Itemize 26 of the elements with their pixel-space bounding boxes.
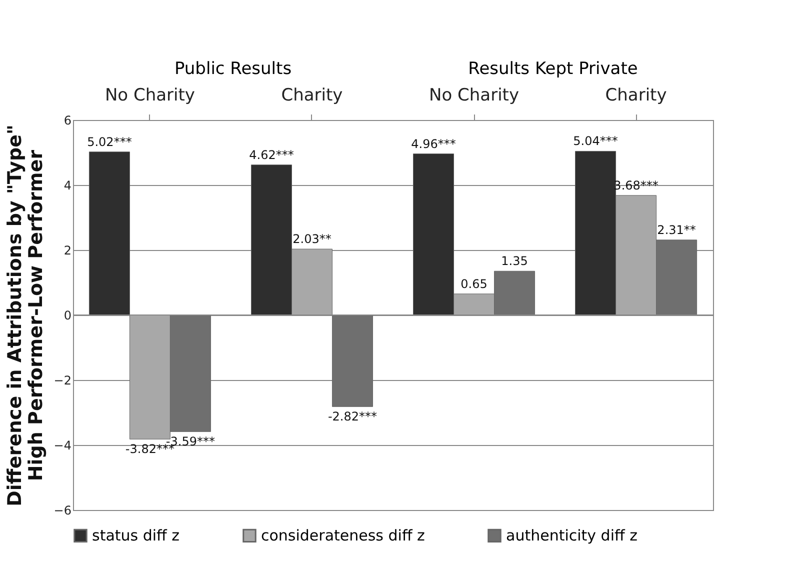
data-label: 2.31** xyxy=(657,222,696,237)
data-label: -2.82*** xyxy=(328,410,378,424)
data-label: 5.02*** xyxy=(87,134,132,149)
y-tick-label: −4 xyxy=(54,438,72,452)
data-label: 5.04*** xyxy=(573,134,618,148)
data-label: 0.65 xyxy=(460,276,488,291)
y-tick-label: −6 xyxy=(54,504,72,518)
y-tick-label: −2 xyxy=(54,374,72,388)
text: Results Kept Private xyxy=(468,59,638,79)
x-tick-label: Charity xyxy=(281,86,343,106)
data-label: 1.35 xyxy=(501,254,528,268)
text: Public Results xyxy=(174,59,292,79)
y-axis-title: Difference in Attributions by "Type" High Performer-Low Performer xyxy=(4,124,47,506)
data-label: 2.03** xyxy=(292,232,332,246)
data-label: 4.96*** xyxy=(411,136,456,151)
legend-label: considerateness diff z xyxy=(261,526,426,545)
x-tick-label: No Charity xyxy=(104,86,195,106)
y-tick-label: 4 xyxy=(64,178,72,192)
y-tick-label: 2 xyxy=(64,244,72,258)
y-tick-label: 0 xyxy=(64,308,72,322)
x-tick-label: No Charity xyxy=(428,86,520,106)
legend-label: status diff z xyxy=(92,526,180,545)
x-tick-label: Charity xyxy=(605,86,667,106)
data-label: 4.62*** xyxy=(249,148,294,162)
legend-label: authenticity diff z xyxy=(506,526,638,545)
y-tick-label: 6 xyxy=(64,114,72,128)
